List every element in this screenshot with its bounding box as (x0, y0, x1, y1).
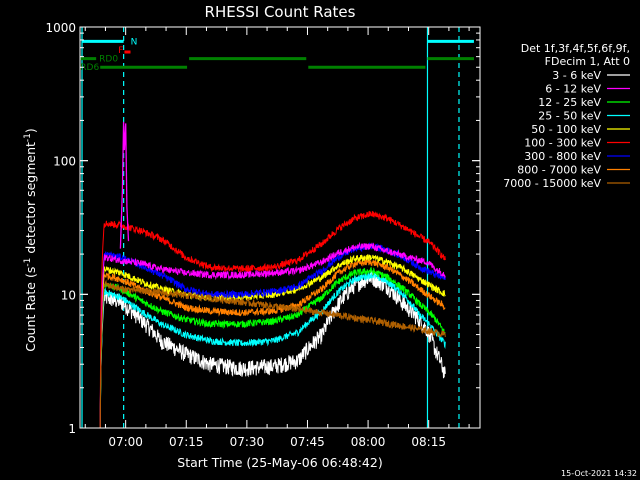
flag-label: F (118, 46, 123, 56)
plot-frame (79, 26, 481, 429)
x-axis-label: Start Time (25-May-06 06:48:42) (177, 455, 382, 470)
series-line (99, 270, 446, 418)
y-axis-label-part: detector segment (23, 142, 38, 258)
series-line (99, 210, 446, 429)
x-tick-label: 07:45 (290, 435, 325, 449)
series-line (99, 241, 446, 429)
legend-entry-label: 800 - 7000 keV (517, 164, 601, 177)
y-tick-label: 1000 (45, 21, 76, 35)
y-axis-label-sup: -1 (23, 258, 33, 267)
x-tick-label: 08:15 (411, 435, 446, 449)
y-tick-label: 1 (68, 422, 76, 436)
y-axis-label-sup: -1 (23, 133, 33, 142)
legend-entry-label: 50 - 100 keV (531, 123, 601, 136)
y-axis-label-part: Count Rate (s (23, 267, 38, 352)
chart-title: RHESSI Count Rates (205, 3, 356, 21)
x-tick-label: 07:15 (169, 435, 204, 449)
legend-entry-label: 6 - 12 keV (545, 83, 601, 96)
y-axis-label-part: ) (23, 128, 38, 133)
flag-label: N (131, 37, 138, 47)
series-line (99, 254, 446, 429)
flare-spike-line (119, 121, 130, 249)
series-line (99, 266, 446, 429)
x-tick-label: 07:30 (230, 435, 265, 449)
series-line (99, 258, 446, 429)
flag-label: RD6 (80, 63, 99, 73)
legend-entry-label: 7000 - 15000 keV (503, 177, 601, 190)
series-line (99, 242, 446, 429)
y-axis-label: Count Rate (s-1 detector segment-1) (23, 128, 38, 352)
legend-header-detectors: Det 1f,3f,4f,5f,6f,9f, (521, 42, 630, 55)
y-tick-label: 10 (61, 288, 76, 302)
legend: Det 1f,3f,4f,5f,6f,9f, FDecim 1, Att 0 3… (503, 42, 630, 190)
series-line (99, 279, 446, 429)
x-tick-label: 08:00 (351, 435, 386, 449)
footer-timestamp: 15-Oct-2021 14:32 (561, 469, 637, 478)
x-tick-label: 07:00 (108, 435, 143, 449)
legend-entry-label: 300 - 800 keV (524, 150, 601, 163)
legend-entry-label: 100 - 300 keV (524, 137, 601, 150)
axes: 1 10 100 1000 07:00 07:15 07:30 07:45 08:00 08:15 (45, 21, 481, 449)
legend-entry-label: 25 - 50 keV (538, 110, 601, 123)
legend-entry-label: 3 - 6 keV (552, 69, 601, 82)
legend-header-decimation: FDecim 1, Att 0 (545, 55, 630, 68)
legend-entry-label: 12 - 25 keV (538, 96, 601, 109)
y-tick-label: 100 (53, 155, 76, 169)
flag-label: RD0 (99, 55, 118, 65)
